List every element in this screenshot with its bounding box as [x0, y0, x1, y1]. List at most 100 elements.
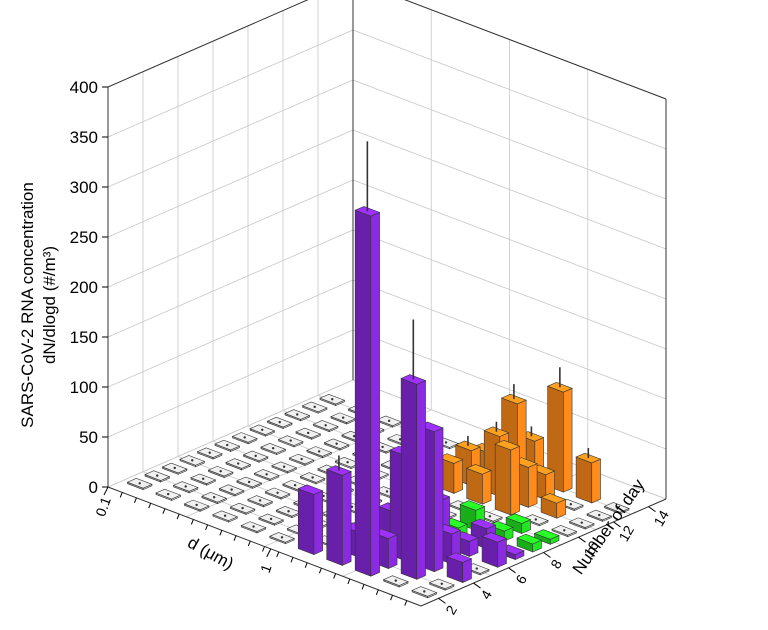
bar	[516, 533, 543, 553]
grid-line	[107, 79, 354, 188]
day-tick	[543, 552, 551, 558]
bar-face-side	[510, 445, 520, 516]
bar	[172, 481, 199, 494]
bar	[266, 416, 293, 429]
bar-dot	[306, 431, 310, 435]
bar	[264, 487, 291, 500]
bar-dot	[201, 477, 205, 480]
bar-dot	[184, 485, 187, 488]
bar-dot	[254, 454, 257, 458]
bar-dot	[346, 461, 349, 464]
bar	[533, 529, 560, 545]
bar	[183, 499, 210, 512]
bar-dot	[488, 515, 492, 518]
d-minor-tick	[375, 589, 379, 595]
bar	[586, 509, 613, 522]
z-tick-label: 50	[79, 428, 98, 447]
bar-dot	[138, 482, 141, 485]
d-minor-tick	[247, 540, 251, 547]
bar-face-top	[459, 500, 486, 511]
bar	[540, 493, 567, 519]
bar-dot	[440, 582, 443, 586]
d-minor-tick	[148, 503, 152, 509]
bar-dot	[226, 443, 229, 447]
bar-dot	[385, 490, 389, 493]
bar-dot	[444, 441, 448, 444]
bar-face-top	[470, 518, 497, 530]
bar-dot	[261, 428, 264, 431]
day-tick-label: 4	[477, 587, 495, 602]
bar-dot	[195, 503, 198, 507]
grid-line	[107, 129, 354, 238]
day-tick	[438, 597, 446, 604]
bar-face-top	[505, 513, 532, 524]
day-tick-label: 6	[512, 572, 530, 587]
bar-dot	[258, 499, 262, 502]
bar	[155, 488, 182, 501]
bar	[323, 438, 350, 451]
bar	[400, 319, 427, 580]
bar-face-side	[453, 459, 463, 494]
bar-face-side	[563, 387, 573, 493]
bar	[269, 532, 295, 545]
bar	[306, 446, 333, 459]
bar-dot	[276, 491, 279, 494]
day-tick-label: 8	[547, 556, 565, 571]
bar	[494, 439, 521, 516]
bar	[603, 502, 630, 515]
bar-face-top	[437, 453, 464, 464]
bar-dot	[241, 506, 244, 510]
bar-face-front	[494, 443, 512, 516]
bar-face-side	[528, 463, 538, 508]
bar-dot	[236, 462, 240, 465]
d-axis-ticks: 0.11	[92, 486, 408, 606]
d-minor-tick	[262, 546, 265, 552]
day-tick	[508, 567, 516, 574]
day-tick-label: 2	[442, 602, 460, 617]
bar	[126, 478, 153, 491]
bar	[179, 455, 206, 468]
z-tick-label: 0	[89, 478, 98, 497]
bar	[312, 420, 339, 433]
bar-dot	[324, 424, 327, 427]
bar	[258, 513, 285, 526]
bar	[288, 453, 315, 466]
bar	[354, 141, 381, 577]
bar-dot	[271, 447, 275, 450]
d-minor-tick	[404, 600, 408, 606]
grid-line	[107, 279, 354, 388]
bar-dot	[580, 521, 583, 524]
bar	[231, 432, 258, 445]
bar	[551, 525, 578, 538]
bar	[196, 447, 223, 460]
bar-dot	[311, 476, 314, 479]
bar-dot	[615, 506, 618, 509]
z-tick-label: 350	[70, 128, 98, 147]
z-axis-title-line2: dN/dlogd (#/m³)	[40, 246, 59, 364]
bar-dot	[598, 513, 601, 517]
day-tick	[613, 521, 621, 528]
bar-face-side	[342, 471, 352, 566]
bar-dot	[381, 445, 384, 449]
d-minor-tick	[190, 519, 194, 525]
d-minor-tick	[276, 551, 280, 558]
z-tick-label: 150	[70, 328, 98, 347]
d-minor-tick	[333, 573, 337, 579]
bar	[546, 367, 573, 493]
day-tick	[473, 582, 481, 589]
bar	[249, 424, 276, 437]
grid-line	[107, 29, 354, 138]
bar-dot	[230, 488, 233, 491]
bar	[284, 409, 311, 422]
bar-face-top	[446, 552, 473, 563]
bar-face-side	[416, 380, 426, 580]
bar-dot	[352, 434, 356, 438]
grid-line	[107, 0, 309, 88]
bar-dot	[394, 579, 398, 582]
d-minor-tick	[119, 492, 123, 498]
frame-edge	[404, 0, 667, 100]
bar	[568, 517, 595, 530]
bar	[446, 552, 473, 584]
z-axis-ticks: 0 50 100 150 200 250 300 350 400	[70, 78, 108, 497]
bar-face-front	[466, 467, 483, 505]
